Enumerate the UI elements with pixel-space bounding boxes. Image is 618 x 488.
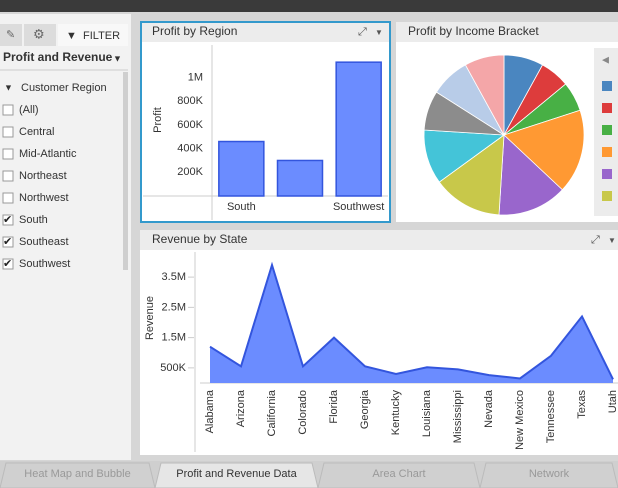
checkbox[interactable] [2, 214, 14, 226]
x-tick-label: Kentucky [390, 390, 402, 436]
checkbox[interactable] [2, 192, 14, 204]
tab-label[interactable]: Heat Map and Bubble [24, 468, 130, 480]
filter-title: Customer Region [21, 82, 107, 94]
bar[interactable] [335, 61, 382, 197]
x-tick-label: Mississippi [452, 390, 464, 443]
top-bar [0, 0, 618, 12]
checkbox[interactable] [2, 104, 14, 116]
y-tick-label: 200K [177, 166, 203, 178]
x-tick-label: New Mexico [514, 390, 526, 450]
x-tick-label: Louisiana [421, 389, 433, 437]
pie-slice[interactable] [464, 54, 505, 136]
menu-arrow[interactable]: ▼ [375, 28, 383, 37]
bar[interactable] [276, 159, 324, 197]
y-tick-label: 400K [177, 143, 203, 155]
legend-swatch [602, 81, 612, 91]
settings-tab[interactable] [24, 24, 56, 46]
panel-title: Profit by Income Bracket [408, 24, 539, 38]
legend-scroll[interactable]: ◀ [602, 54, 609, 64]
edit-tab[interactable] [0, 24, 22, 46]
option-label[interactable]: (All) [19, 104, 39, 116]
y-tick-label: 3.5M [162, 271, 186, 283]
x-tick-label: South [227, 201, 256, 213]
scrollbar[interactable] [123, 72, 128, 270]
filter-tab-label: FILTER [83, 30, 120, 42]
pie-slice[interactable] [438, 134, 505, 216]
tabs: Heat Map and Bubble Profit and Revenue Da… [0, 462, 618, 488]
option-label[interactable]: Northwest [19, 192, 69, 204]
x-tick-label: Nevada [483, 389, 495, 428]
settings-icon: ⚙ [33, 26, 45, 41]
y-axis-label: Revenue [144, 296, 156, 340]
tab[interactable] [0, 462, 156, 488]
x-tick-label: Florida [328, 389, 340, 424]
x-tick-label: Colorado [297, 390, 309, 435]
checkbox[interactable] [2, 170, 14, 182]
panel [140, 230, 618, 455]
x-tick-label: Georgia [359, 389, 371, 429]
checkbox[interactable] [2, 148, 14, 160]
checkmark: ✔ [3, 214, 12, 226]
pie-slice[interactable] [498, 134, 563, 216]
tab[interactable] [154, 462, 319, 488]
tab-label[interactable]: Area Chart [372, 468, 425, 480]
expand-icon[interactable]: ⤢ [591, 234, 600, 246]
option-label[interactable]: Northeast [19, 170, 67, 182]
y-tick-label: 800K [177, 95, 203, 107]
legend-swatch [602, 103, 612, 113]
pie-slice[interactable] [503, 109, 585, 191]
tab-label[interactable]: Network [529, 468, 570, 480]
checkbox[interactable] [2, 258, 14, 270]
panel-header [140, 230, 618, 250]
checkbox[interactable] [2, 126, 14, 138]
legend-swatch [602, 147, 612, 157]
x-tick-label: Texas [576, 390, 588, 419]
panel-header [396, 22, 618, 42]
legend-swatch [602, 169, 612, 179]
dropdown-label[interactable]: Profit and Revenue [3, 50, 113, 64]
panel-title: Revenue by State [152, 232, 248, 246]
x-tick-label: Alabama [204, 389, 216, 433]
x-tick-label: Tennessee [545, 390, 557, 443]
y-tick-label: 500K [160, 362, 186, 374]
x-tick-label: Utah [607, 390, 618, 413]
option-label[interactable]: Southwest [19, 258, 70, 270]
filter-tab[interactable] [58, 24, 128, 46]
tab[interactable] [317, 462, 481, 488]
checkmark: ✔ [3, 258, 12, 270]
x-tick-label: Southwest [333, 201, 384, 213]
y-tick-label: 1M [188, 71, 203, 83]
area[interactable] [210, 265, 613, 383]
dropdown-arrow[interactable]: ▼ [113, 53, 122, 63]
option-label[interactable]: Southeast [19, 236, 69, 248]
filter-icon: ▼ [66, 30, 77, 42]
checkmark: ✔ [3, 236, 12, 248]
collapse-arrow[interactable]: ▼ [4, 82, 13, 92]
tab[interactable] [479, 462, 618, 488]
area-line [209, 261, 614, 380]
sidebar [0, 14, 131, 460]
filter-options: (All) Central Mid-Atlantic Northeast Northwe… [2, 104, 77, 270]
option-label[interactable]: South [19, 214, 48, 226]
x-tick-label: Arizona [235, 389, 247, 427]
menu-arrow[interactable]: ▼ [608, 236, 616, 245]
y-tick-label: 1.5M [162, 332, 186, 344]
panel-header [142, 23, 389, 42]
option-label[interactable]: Central [19, 126, 54, 138]
edit-icon: ✎ [6, 29, 15, 41]
panel-title: Profit by Region [152, 24, 237, 38]
y-tick-label: 2.5M [162, 301, 186, 313]
tab-label[interactable]: Profit and Revenue Data [176, 468, 297, 480]
expand-icon[interactable]: ⤢ [358, 26, 367, 38]
legend-swatch [602, 191, 612, 201]
legend-swatch [602, 125, 612, 135]
x-tick-label: California [266, 389, 278, 436]
y-axis-label: Profit [152, 107, 164, 133]
y-tick-label: 600K [177, 119, 203, 131]
option-label[interactable]: Mid-Atlantic [19, 148, 77, 160]
bar[interactable] [218, 140, 265, 197]
checkbox[interactable] [2, 236, 14, 248]
